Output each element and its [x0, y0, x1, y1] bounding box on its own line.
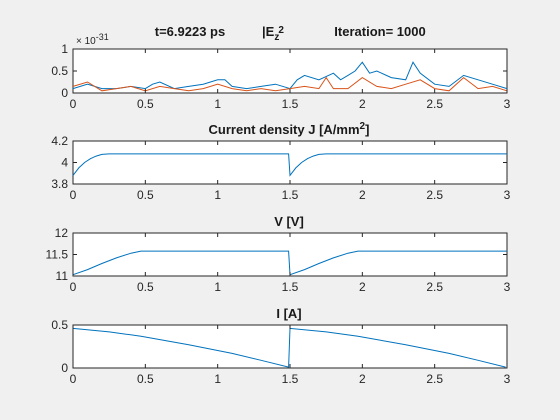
panel1-title-time: t=6.9223 ps: [155, 24, 225, 39]
panel1-y-exponent-base: × 10: [76, 36, 96, 47]
panel2-axes: [72, 140, 508, 185]
panel2-xtick-label: 1: [214, 188, 221, 202]
panel2-xtick-label: 0.5: [137, 188, 154, 202]
panel1-xtick-label: 0.5: [137, 97, 154, 111]
panel2-ytick-label: 4.2: [51, 134, 68, 148]
panel4-xtick-label: 0: [70, 372, 77, 386]
chart-panels: 0 0.5 1 1.5 2 2.5 300.510 0.5 1 1.5 2 2.5 33.844.20 0…: [46, 42, 511, 386]
panel3-xtick-label: 0: [70, 280, 77, 294]
panel1-ytick-label: 0: [61, 86, 68, 100]
panel2-series-line-1: [72, 153, 507, 177]
panel2-title-end: ]: [365, 122, 369, 137]
panel3-ytick-label: 12: [55, 226, 69, 240]
panel4-xtick-label: 3: [504, 372, 511, 386]
panel1-title-sub: z: [274, 32, 279, 43]
panel4-xtick-label: 2.5: [426, 372, 443, 386]
panel4-xtick-label: 1.5: [282, 372, 299, 386]
panel1-axes: [72, 48, 508, 94]
panel3-ytick-label: 11.5: [46, 248, 69, 262]
panel3-title: V [V]: [274, 214, 304, 229]
panel1-y-exponent-power: -31: [96, 32, 109, 42]
panel4-series-line-1: [72, 327, 506, 368]
panel1-xtick-label: 0: [70, 97, 77, 111]
panel1-series-line-1: [72, 61, 508, 90]
panel4-xtick-label: 0.5: [137, 372, 154, 386]
panel2-xtick-label: 2.5: [426, 188, 443, 202]
panel2: 0 0.5 1 1.5 2 2.5 3 3.8 4 4.2: [51, 134, 510, 202]
panel3-xtick-label: 2: [359, 280, 366, 294]
panel3-xtick-label: 0.5: [137, 280, 154, 294]
panel1-title-sup: 2: [278, 25, 284, 36]
panel4-title: I [A]: [276, 306, 301, 321]
panel4-ytick-label: 0.5: [51, 318, 68, 332]
panel2-ytick-label: 4: [61, 156, 68, 170]
panel1-xtick-label: 2: [359, 97, 366, 111]
panel1-title-iteration: Iteration= 1000: [334, 24, 425, 39]
panel1: 0 0.5 1 1.5 2 2.5 3 0 0.5 1: [51, 42, 510, 111]
panel3-series-line-1: [72, 250, 507, 276]
panel1-xtick-label: 1.5: [282, 97, 299, 111]
panel3-xtick-label: 1.5: [282, 280, 299, 294]
panel2-ytick-label: 3.8: [51, 177, 68, 191]
panel2-title: Current density J [A/mm2]: [209, 121, 370, 137]
panel2-xtick-label: 0: [70, 188, 77, 202]
panel1-title-field-text: |E: [262, 24, 275, 39]
panel1-xtick-label: 3: [504, 97, 511, 111]
panel1-xtick-label: 2.5: [426, 97, 443, 111]
panel2-xtick-label: 1.5: [282, 188, 299, 202]
panel1-title-field: |Ez2: [262, 24, 284, 43]
panel3-xtick-label: 2.5: [426, 280, 443, 294]
panel2-xtick-label: 3: [504, 188, 511, 202]
panel2-title-text: Current density J [A/mm: [209, 122, 360, 137]
panel1-ytick-label: 1: [61, 42, 68, 56]
panel3-xtick-label: 1: [214, 280, 221, 294]
panel4-xtick-label: 1: [214, 372, 221, 386]
panel1-xtick-label: 1: [214, 97, 221, 111]
panel1-ytick-label: 0.5: [51, 64, 68, 78]
panel2-title-sup: 2: [360, 121, 366, 132]
panel4: 0 0.5 1 1.5 2 2.5 3 0 0.5: [51, 318, 510, 386]
panel3-xtick-label: 3: [504, 280, 511, 294]
panel4-xtick-label: 2: [359, 372, 366, 386]
panel2-xtick-label: 2: [359, 188, 366, 202]
panel4-ytick-label: 0: [61, 361, 68, 375]
panel3-ytick-label: 11: [56, 269, 69, 283]
panel1-y-exponent: × 10-31: [76, 32, 109, 47]
panel1-series-line-2: [72, 76, 508, 92]
